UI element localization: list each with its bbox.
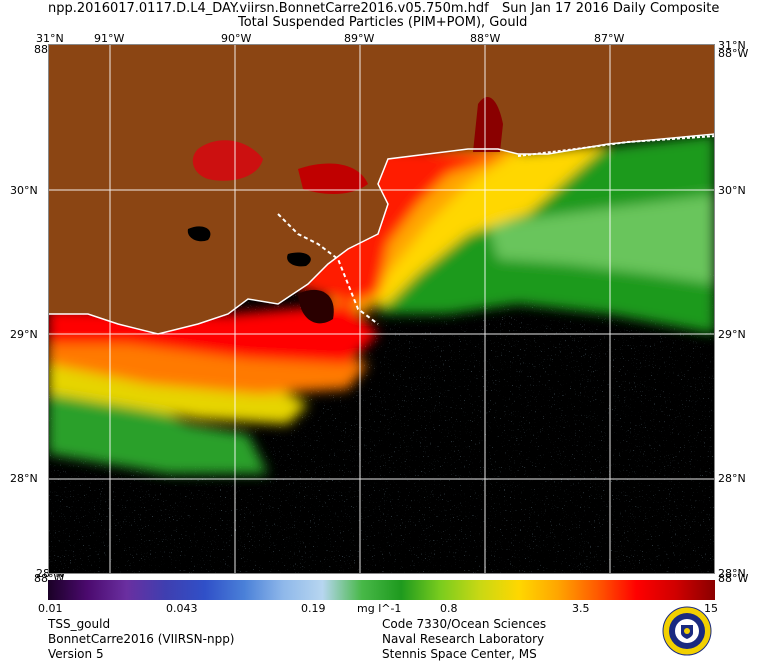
corner-top-left-lat: 31°N <box>36 32 64 45</box>
small-lake-west <box>187 226 211 242</box>
mobile-bay <box>473 96 503 152</box>
lat-label-28n-right: 28°N <box>718 472 746 485</box>
corner-top-right-lat: 31°N <box>718 39 746 52</box>
colorbar-tick-1: 0.043 <box>166 602 198 615</box>
lon-label-87w: 87°W <box>594 32 625 45</box>
lat-label-28n-left: 28°N <box>10 472 38 485</box>
lon-label-91w: 91°W <box>94 32 125 45</box>
colorbar-units: mg l^-1 <box>357 602 402 615</box>
footer-left-line-3: Version 5 <box>48 647 104 661</box>
nrl-seal-icon <box>662 606 712 656</box>
colorbar-tick-2: 0.19 <box>301 602 326 615</box>
colorbar <box>48 580 715 600</box>
land-mass <box>48 44 715 334</box>
graticule <box>48 44 715 574</box>
barrier-islands <box>517 135 715 157</box>
corner-bottom-right-lon: 88°W <box>718 572 749 585</box>
lon-label-89w: 89°W <box>344 32 375 45</box>
footer-right-line-1: Code 7330/Ocean Sciences <box>382 617 547 631</box>
colorbar-tick-4: 3.5 <box>572 602 590 615</box>
lat-label-29n-left: 29°N <box>10 328 38 341</box>
file-name: npp.2016017.0117.D.L4_DAY.viirsn.BonnetC… <box>48 1 489 16</box>
tss-map <box>48 44 715 574</box>
footer-left-line-2: BonnetCarre2016 (VIIRSN-npp) <box>48 632 235 646</box>
colorbar-tick-0: 0.01 <box>38 602 63 615</box>
coastline <box>48 133 715 335</box>
corner-bottom-right-lat: 28°N <box>718 567 746 580</box>
footer-right-line-3: Stennis Space Center, MS <box>382 647 537 661</box>
delta-islands <box>277 213 379 325</box>
lat-label-29n-right: 29°N <box>718 328 746 341</box>
lake-borgne <box>298 163 368 194</box>
lat-label-30n-left: 30°N <box>10 184 38 197</box>
colorbar-tick-5: 15 <box>704 602 718 615</box>
footer-right-line-2: Naval Research Laboratory <box>382 632 545 646</box>
corner-top-right-lon: 88°W <box>718 47 749 60</box>
lon-label-88w: 88°W <box>470 32 501 45</box>
plume-lightgreen-east <box>488 194 715 284</box>
colorbar-tick-3: 0.8 <box>440 602 458 615</box>
lake-pontchartrain <box>192 140 263 181</box>
lat-label-30n-right: 30°N <box>718 184 746 197</box>
dark-delta-patch <box>298 289 334 324</box>
composite-date: Sun Jan 17 2016 Daily Composite <box>502 1 720 16</box>
small-lake-south <box>287 252 311 267</box>
product-title: Total Suspended Particles (PIM+POM), Gou… <box>238 15 528 30</box>
footer-left-line-1: TSS_gould <box>48 617 111 631</box>
lon-label-90w: 90°W <box>221 32 252 45</box>
